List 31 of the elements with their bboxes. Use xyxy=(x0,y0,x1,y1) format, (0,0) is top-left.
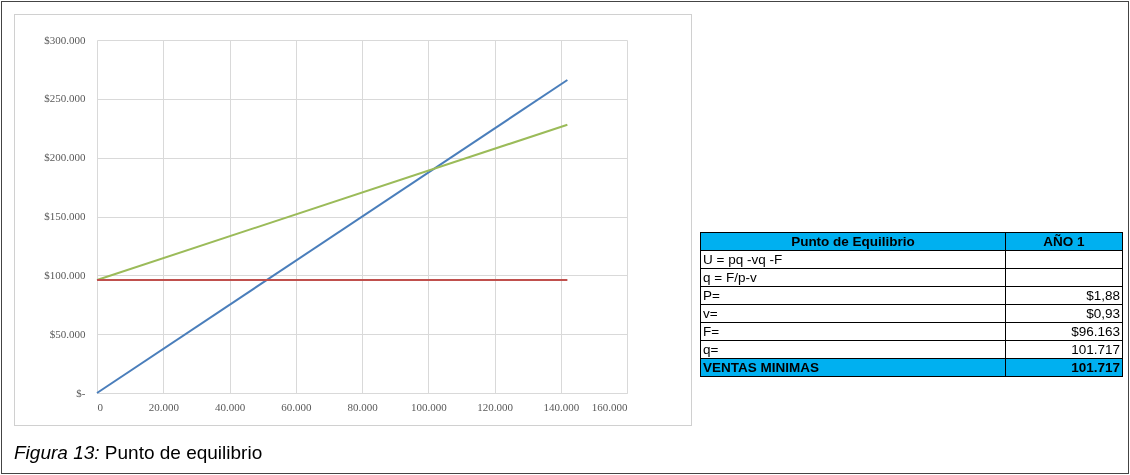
text: Punto de Equilibrio xyxy=(700,232,1006,251)
category-label: P= xyxy=(700,286,1006,305)
category-label: VENTAS MINIMAS xyxy=(700,358,1006,377)
text: $1,88 xyxy=(1086,288,1120,303)
y-tick-label: $50.000 xyxy=(49,327,86,340)
y-tick-label: $150.000 xyxy=(44,210,86,222)
y-tick-label: $- xyxy=(76,386,86,399)
x-tick-label: 140.000 xyxy=(543,400,580,413)
text: $0,93 xyxy=(1086,306,1120,321)
category-label: q= xyxy=(700,340,1006,359)
text: 101.717 xyxy=(1071,342,1120,357)
text: AÑO 1 xyxy=(1005,232,1123,251)
x-tick-label: 0 xyxy=(97,400,104,413)
category-label: q = F/p-v xyxy=(700,268,1006,287)
y-tick-label: $250.000 xyxy=(44,92,86,105)
y-tick-label: $100.000 xyxy=(44,268,86,281)
x-tick-label: 100.000 xyxy=(410,400,448,413)
category-label: F= xyxy=(700,322,1006,341)
text: Figura 13: Punto de equilibrio xyxy=(14,442,263,464)
x-tick-label: 160.000 xyxy=(591,400,628,413)
x-tick-label: 80.000 xyxy=(347,400,379,413)
x-tick-label: 120.000 xyxy=(477,400,514,413)
x-tick-label: 60.000 xyxy=(281,400,312,413)
category-label: v= xyxy=(700,304,1006,323)
x-tick-label: 20.000 xyxy=(148,400,180,413)
y-tick-label: $200.000 xyxy=(44,151,86,164)
y-tick-label: $300.000 xyxy=(44,33,86,46)
text: 101.717 xyxy=(1071,360,1120,375)
x-tick-label: 40.000 xyxy=(214,400,246,413)
category-label: U = pq -vq -F xyxy=(700,250,1006,269)
text: $96.163 xyxy=(1071,324,1120,339)
